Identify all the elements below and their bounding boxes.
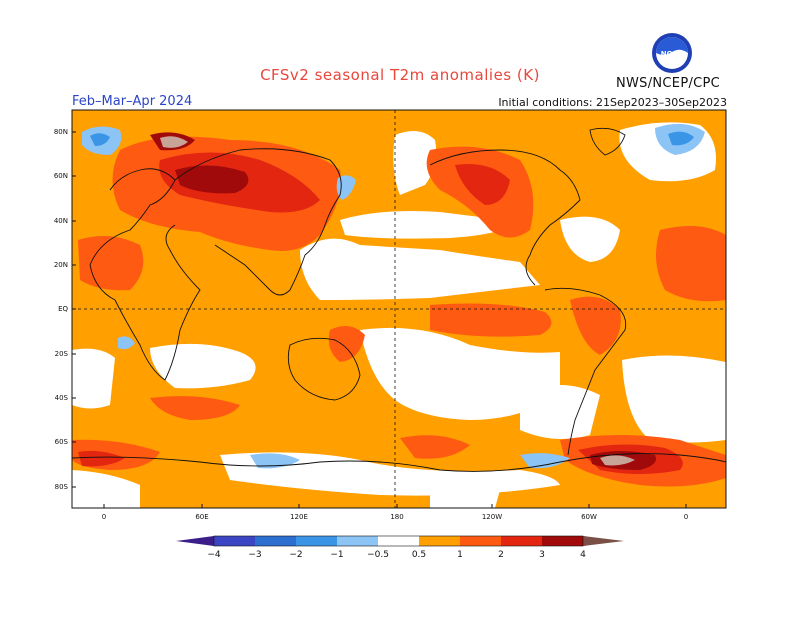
neutral-area — [430, 476, 500, 508]
coastline-south-america — [544, 287, 627, 456]
noaa-logo: NOAA — [652, 33, 692, 73]
cool-area — [118, 336, 135, 350]
colorbar-label: −2 — [289, 550, 302, 560]
colorbar: −4 −3 −2 −1 −0.5 0.5 1 2 3 4 — [176, 535, 624, 560]
lat-tick-label: 80N — [54, 128, 68, 136]
colorbar-segment-m2-m1 — [296, 536, 337, 546]
coastline-greenland — [589, 127, 626, 156]
lon-tick-label: 120W — [482, 513, 502, 521]
hot-area — [78, 450, 125, 467]
lon-tick-label: 60E — [195, 513, 208, 521]
colorbar-label: −3 — [248, 550, 261, 560]
warm-area — [570, 296, 621, 355]
warm-area — [400, 435, 470, 459]
colorbar-label: 4 — [580, 550, 586, 560]
cool-area — [520, 453, 570, 469]
colorbar-segment-gt-p5 — [583, 536, 624, 546]
colorbar-segment-lt-m4 — [176, 536, 214, 546]
colorbar-segment-p05-p1 — [419, 536, 460, 546]
coastline-australia — [287, 337, 361, 401]
warm-area — [78, 236, 144, 291]
neutral-area — [300, 238, 540, 300]
lat-tick-label: 20N — [54, 261, 68, 269]
cool-area — [250, 453, 300, 469]
colorbar-label: 0.5 — [412, 550, 426, 560]
coastline-north-america — [429, 149, 581, 286]
colorbar-segment-m1-m05 — [337, 536, 378, 546]
neutral-area — [520, 385, 600, 439]
warm-area — [656, 226, 726, 302]
neutral-area — [72, 470, 140, 508]
coastlines — [72, 127, 726, 472]
season-label: Feb–Mar–Apr 2024 — [72, 94, 193, 109]
cool-area — [90, 133, 110, 146]
colorbar-label: 1 — [457, 550, 463, 560]
colorbar-segment-p2-p3 — [501, 536, 542, 546]
neutral-area — [360, 327, 560, 420]
lat-tick-label: 40S — [55, 394, 69, 402]
lon-tick-label: 0 — [102, 513, 106, 521]
colorbar-segment-p1-p2 — [460, 536, 501, 546]
neutral-area — [72, 348, 115, 409]
lat-tick-label: EQ — [58, 305, 68, 313]
colorbar-segment-neutral — [378, 536, 419, 546]
colorbar-label: −0.5 — [367, 550, 389, 560]
warm-area — [150, 396, 240, 420]
extreme-area — [160, 136, 188, 148]
lat-tick-label: 40N — [54, 217, 68, 225]
lon-tick-label: 180 — [390, 513, 403, 521]
colorbar-segment-p3-p4 — [542, 536, 583, 546]
colorbar-label: −4 — [207, 550, 221, 560]
chart-title: CFSv2 seasonal T2m anomalies (K) — [260, 66, 540, 84]
colorbar-label: 3 — [539, 550, 545, 560]
lon-axis: 0 60E 120E 180 120W 60W 0 — [102, 504, 688, 521]
neutral-area — [340, 211, 520, 239]
hot-area — [455, 164, 510, 205]
lon-tick-label: 0 — [684, 513, 688, 521]
coastline-antarctica — [72, 453, 726, 472]
colorbar-segment-m4-m3 — [214, 536, 255, 546]
neutral-area — [560, 216, 620, 262]
colorbar-label: 2 — [498, 550, 504, 560]
colorbar-segment-m3-m2 — [255, 536, 296, 546]
svg-text:NOAA: NOAA — [661, 50, 684, 58]
lat-axis: 80N 60N 40N 20N EQ 20S 40S 60S 80S — [54, 128, 76, 491]
neutral-area — [150, 343, 256, 389]
neutral-area — [622, 355, 726, 443]
lat-tick-label: 80S — [55, 483, 69, 491]
initial-conditions-label: Initial conditions: 21Sep2023–30Sep2023 — [498, 96, 727, 109]
hottest-area — [175, 165, 249, 194]
colorbar-label: −1 — [330, 550, 343, 560]
colorbar-outline — [213, 535, 584, 547]
lon-tick-label: 60W — [581, 513, 597, 521]
warm-area — [328, 326, 365, 362]
cool-area — [668, 131, 694, 146]
agency-label: NWS/NCEP/CPC — [616, 76, 721, 91]
lat-tick-label: 60N — [54, 172, 68, 180]
lat-tick-label: 60S — [55, 438, 69, 446]
lon-tick-label: 120E — [290, 513, 308, 521]
extreme-area — [600, 455, 635, 466]
lat-tick-label: 20S — [55, 350, 69, 358]
warm-area — [430, 303, 552, 337]
coastline-eurasia — [174, 148, 342, 296]
neutral-area — [393, 131, 437, 195]
